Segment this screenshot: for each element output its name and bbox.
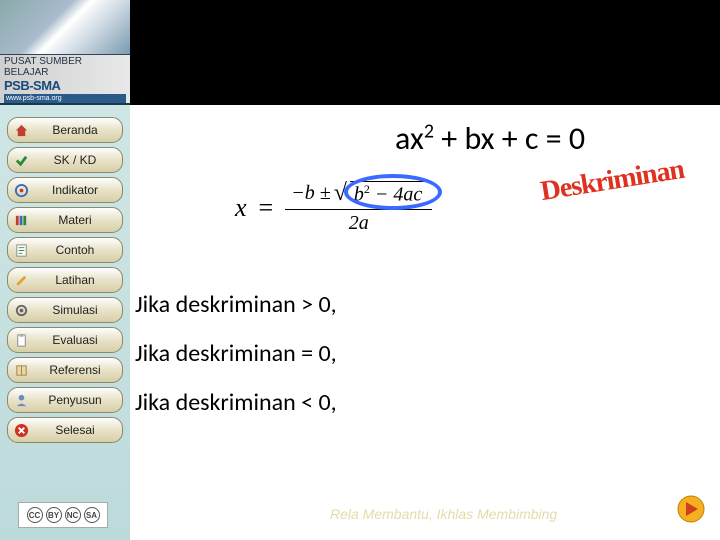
cc-license-badge: CC BY NC SA: [18, 502, 108, 528]
sidebar-item-label: Penyusun: [34, 393, 116, 407]
sidebar-item-label: Referensi: [34, 363, 116, 377]
sidebar-item-label: Indikator: [34, 183, 116, 197]
target-icon: [14, 183, 29, 198]
quadratic-equation: ax2 + bx + c = 0: [395, 119, 585, 158]
formula-eq: =: [259, 193, 274, 223]
sidebar-item-selesai[interactable]: Selesai: [7, 417, 123, 443]
sidebar-item-sk-kd[interactable]: SK / KD: [7, 147, 123, 173]
quadratic-formula: x = −b ± √ b2 − 4ac 2a: [235, 180, 432, 235]
sqrt-body: b2 − 4ac: [350, 181, 426, 207]
note-icon: [14, 243, 29, 258]
clipboard-icon: [14, 333, 29, 348]
sidebar-item-label: Beranda: [34, 123, 116, 137]
arrow-right-icon: [676, 494, 706, 524]
nc-icon: NC: [65, 507, 81, 523]
home-icon: [14, 123, 29, 138]
sidebar: Beranda SK / KD Indikator Materi Contoh Latih…: [0, 105, 130, 540]
banner: PUSAT SUMBER BELAJAR PSB-SMA www.psb-sma…: [0, 0, 130, 105]
sidebar-item-latihan[interactable]: Latihan: [7, 267, 123, 293]
deskriminan-label: Deskriminan: [538, 154, 686, 208]
formula-lhs: x: [235, 193, 247, 223]
next-arrow-button[interactable]: [676, 494, 706, 524]
top-black-bar: [130, 0, 720, 105]
banner-main: PSB-SMA: [4, 78, 126, 93]
person-icon: [14, 393, 29, 408]
sidebar-item-contoh[interactable]: Contoh: [7, 237, 123, 263]
by-icon: BY: [46, 507, 62, 523]
sidebar-item-label: Materi: [34, 213, 116, 227]
condition-eq0: Jika deskriminan = 0,: [135, 339, 337, 368]
content-area: ax2 + bx + c = 0 Deskriminan x = −b ± √ …: [130, 105, 720, 540]
banner-logo: PUSAT SUMBER BELAJAR PSB-SMA www.psb-sma…: [0, 55, 130, 103]
check-icon: [14, 153, 29, 168]
pencil-icon: [14, 273, 29, 288]
sidebar-item-label: Evaluasi: [34, 333, 116, 347]
sa-icon: SA: [84, 507, 100, 523]
formula-numerator: −b ± √ b2 − 4ac: [285, 180, 432, 210]
condition-lt0: Jika deskriminan < 0,: [135, 388, 337, 417]
books-icon: [14, 213, 29, 228]
banner-url: www.psb-sma.org: [4, 94, 126, 103]
sidebar-item-penyusun[interactable]: Penyusun: [7, 387, 123, 413]
sidebar-item-label: Contoh: [34, 243, 116, 257]
condition-list: Jika deskriminan > 0, Jika deskriminan =…: [135, 290, 337, 417]
banner-subtitle: PUSAT SUMBER BELAJAR: [4, 56, 126, 78]
sqrt-symbol: √: [334, 180, 347, 207]
sidebar-item-beranda[interactable]: Beranda: [7, 117, 123, 143]
sidebar-item-label: Selesai: [34, 423, 116, 437]
sidebar-item-label: Latihan: [34, 273, 116, 287]
num-prefix: −b ±: [291, 182, 330, 205]
cc-icon: CC: [27, 507, 43, 523]
sidebar-item-materi[interactable]: Materi: [7, 207, 123, 233]
condition-gt0: Jika deskriminan > 0,: [135, 290, 337, 319]
formula-denominator: 2a: [349, 210, 369, 235]
formula-fraction: −b ± √ b2 − 4ac 2a: [285, 180, 432, 235]
sidebar-item-referensi[interactable]: Referensi: [7, 357, 123, 383]
sidebar-item-label: Simulasi: [34, 303, 116, 317]
book-icon: [14, 363, 29, 378]
sidebar-item-simulasi[interactable]: Simulasi: [7, 297, 123, 323]
footer-motto: Rela Membantu, Ikhlas Membimbing: [330, 506, 557, 522]
gear-icon: [14, 303, 29, 318]
close-icon: [14, 423, 29, 438]
sidebar-item-label: SK / KD: [34, 153, 116, 167]
sidebar-item-evaluasi[interactable]: Evaluasi: [7, 327, 123, 353]
banner-photo: [0, 0, 130, 55]
sidebar-item-indikator[interactable]: Indikator: [7, 177, 123, 203]
